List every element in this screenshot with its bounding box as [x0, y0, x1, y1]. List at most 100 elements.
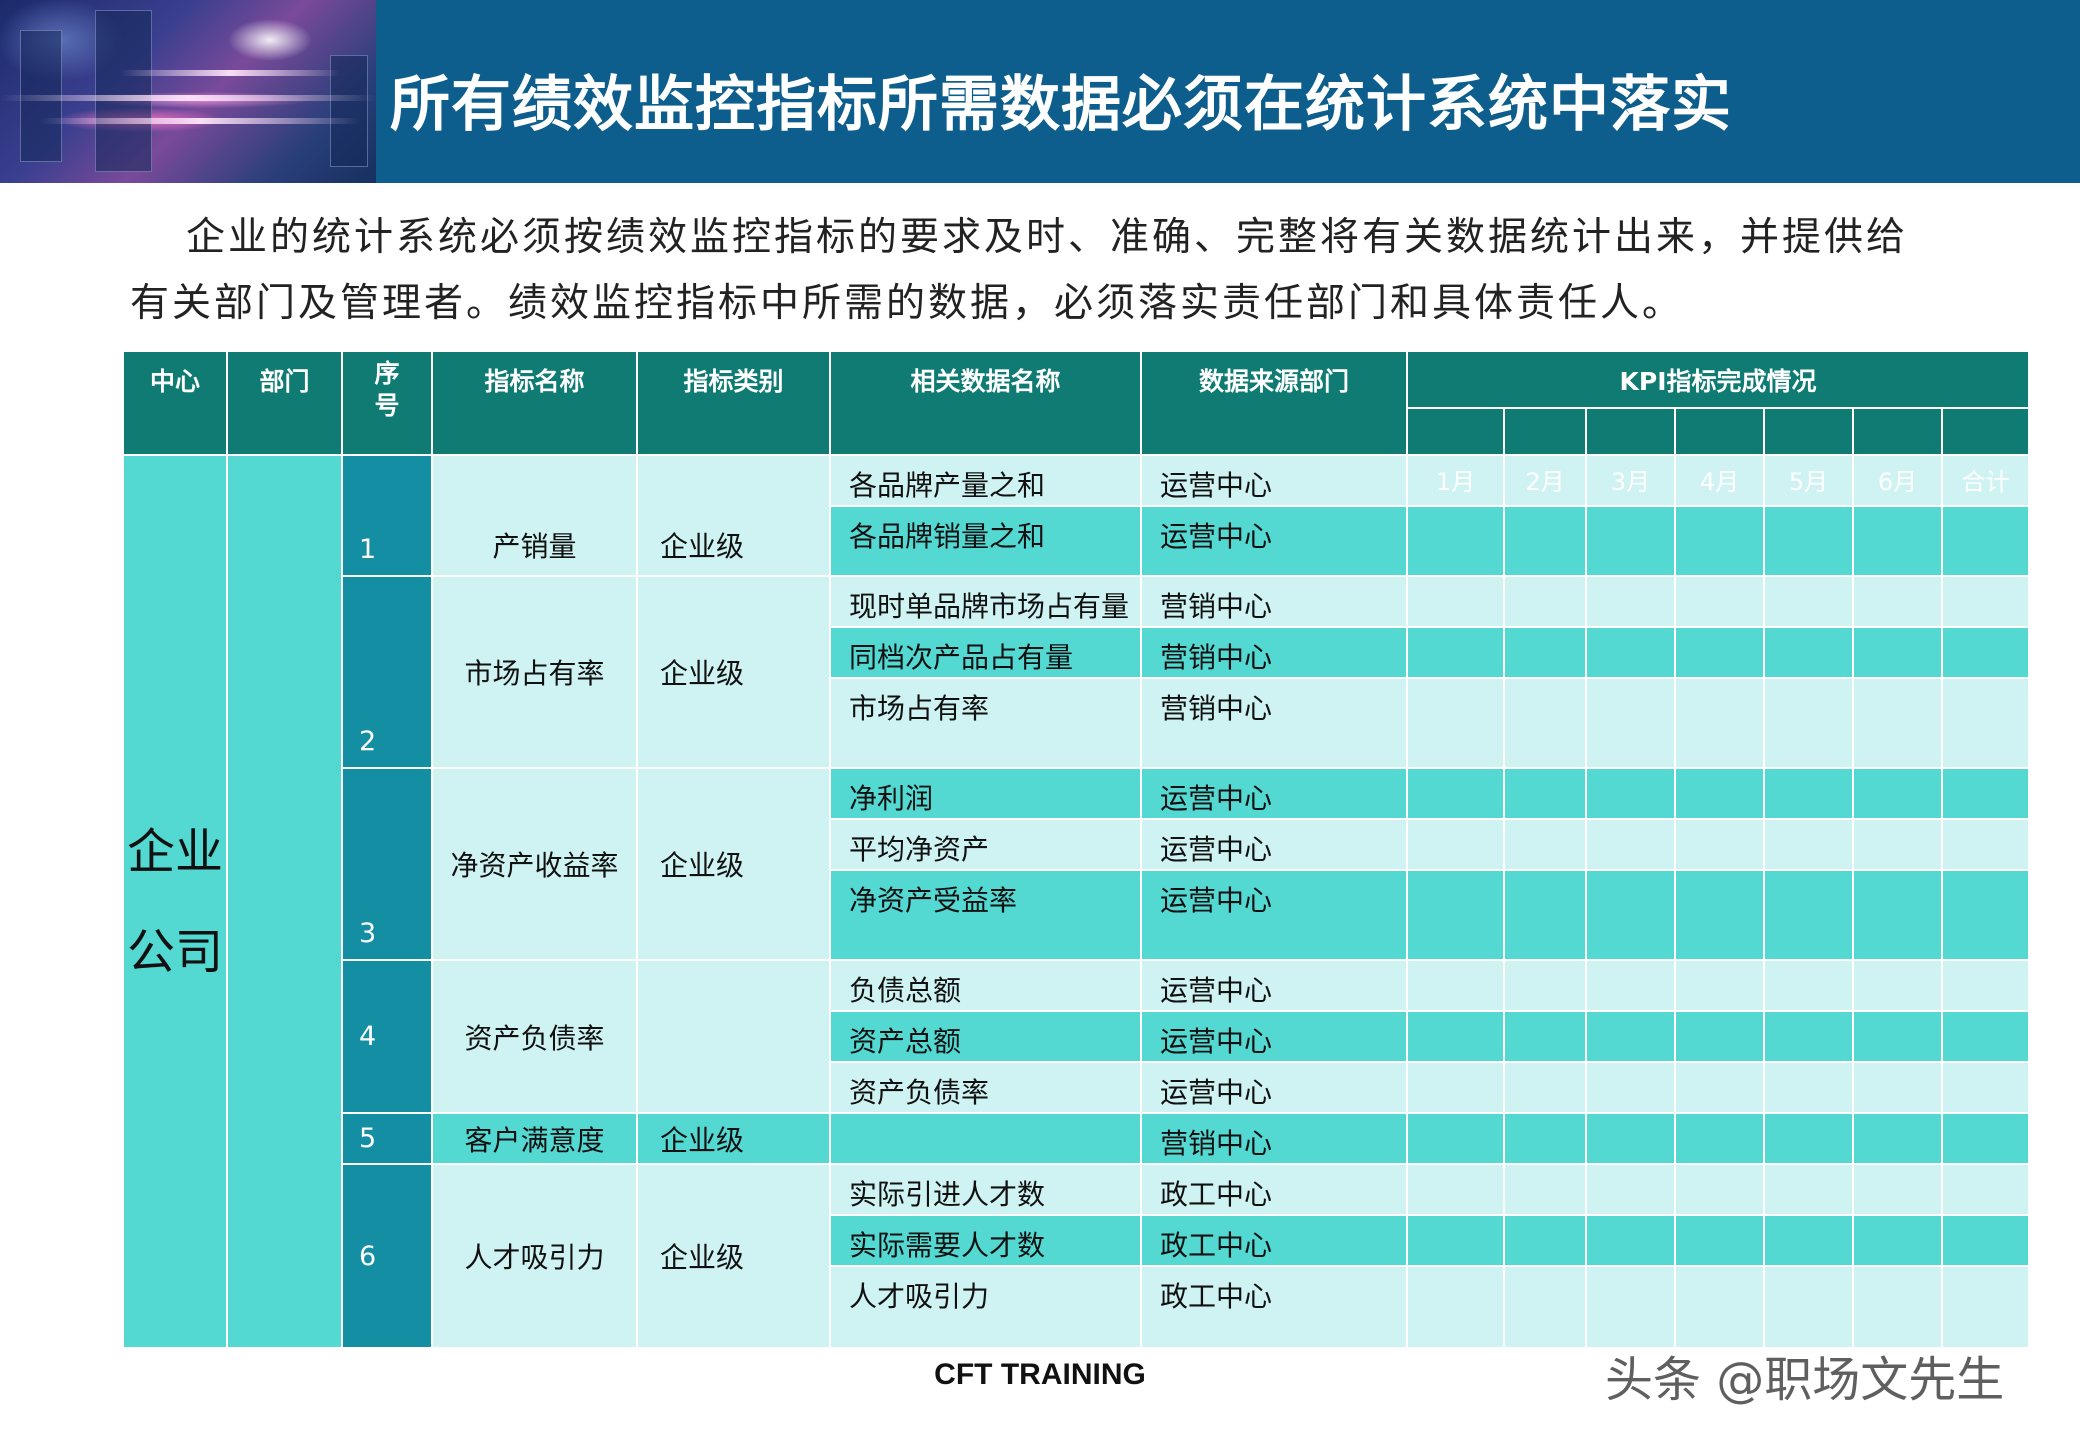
source-cell: 运营中心: [1140, 818, 1408, 871]
watermark: 头条 @职场文先生: [1605, 1352, 2005, 1408]
month-cell: [1763, 1214, 1854, 1267]
month-cell: [1763, 1265, 1854, 1349]
month-cell: [1674, 677, 1765, 769]
month-label: 4月: [1674, 454, 1765, 507]
month-cell: [1763, 959, 1854, 1012]
month-cell: [1406, 767, 1505, 820]
month-cell: [1852, 1265, 1943, 1349]
indicator-name: 人才吸引力: [431, 1163, 638, 1349]
month-cell: [1674, 767, 1765, 820]
month-cell: [1406, 505, 1505, 577]
month-cell: [1503, 1265, 1587, 1349]
seq-cell: 6: [341, 1163, 433, 1349]
month-label: 5月: [1763, 454, 1854, 507]
header-month-cell: [1763, 406, 1854, 457]
month-cell: [1852, 505, 1943, 577]
month-cell: [1406, 1010, 1505, 1063]
title-banner: [376, 0, 2080, 183]
data-name-cell: 负债总额: [829, 959, 1142, 1012]
month-cell: [1585, 1214, 1676, 1267]
month-cell: [1941, 818, 2030, 871]
month-cell: [1503, 505, 1587, 577]
month-cell: [1406, 1214, 1505, 1267]
header-month-cell: [1406, 406, 1505, 457]
month-cell: [1503, 1010, 1587, 1063]
month-cell: [1941, 677, 2030, 769]
month-cell: [1763, 818, 1854, 871]
indicator-type: 企业级: [636, 1112, 831, 1165]
month-cell: [1852, 1061, 1943, 1114]
month-label: 1月: [1406, 454, 1505, 507]
seq-cell: 2: [341, 575, 433, 769]
month-label: 2月: [1503, 454, 1587, 507]
month-cell: [1674, 1214, 1765, 1267]
header-dept: 部门: [226, 350, 343, 456]
month-cell: [1674, 575, 1765, 628]
month-cell: [1941, 1214, 2030, 1267]
month-cell: [1763, 626, 1854, 679]
source-cell: 营销中心: [1140, 1112, 1408, 1165]
month-cell: [1503, 959, 1587, 1012]
month-cell: [1763, 1163, 1854, 1216]
month-cell: [1674, 869, 1765, 961]
source-cell: 政工中心: [1140, 1265, 1408, 1349]
month-cell: [1503, 626, 1587, 679]
month-cell: [1674, 1112, 1765, 1165]
header-month-cell: [1852, 406, 1943, 457]
month-cell: [1852, 1112, 1943, 1165]
month-cell: [1763, 1010, 1854, 1063]
indicator-type: 企业级: [636, 575, 831, 769]
seq-cell: 5: [341, 1112, 433, 1165]
month-cell: [1406, 626, 1505, 679]
data-name-cell: 现时单品牌市场占有量: [829, 575, 1142, 628]
data-name-cell: 同档次产品占有量: [829, 626, 1142, 679]
month-cell: [1852, 959, 1943, 1012]
month-cell: [1763, 677, 1854, 769]
month-cell: [1585, 767, 1676, 820]
month-cell: [1852, 1010, 1943, 1063]
month-cell: [1585, 677, 1676, 769]
month-cell: [1585, 1265, 1676, 1349]
month-cell: [1763, 505, 1854, 577]
source-cell: 运营中心: [1140, 454, 1408, 507]
source-cell: 运营中心: [1140, 1061, 1408, 1114]
month-cell: [1674, 959, 1765, 1012]
header-source-dept: 数据来源部门: [1140, 350, 1408, 456]
data-name-cell: 市场占有率: [829, 677, 1142, 769]
month-cell: [1763, 575, 1854, 628]
month-cell: [1941, 959, 2030, 1012]
month-cell: [1503, 1163, 1587, 1216]
month-cell: [1406, 677, 1505, 769]
month-cell: [1763, 869, 1854, 961]
month-cell: [1852, 767, 1943, 820]
month-cell: [1406, 1163, 1505, 1216]
data-name-cell: 净利润: [829, 767, 1142, 820]
indicator-name: 净资产收益率: [431, 767, 638, 961]
page-title: 所有绩效监控指标所需数据必须在统计系统中落实: [390, 70, 1732, 140]
kpi-table: 中心 部门 序 号 指标名称 指标类别 相关数据名称 数据来源部门 KPI指标完…: [122, 350, 2030, 1349]
data-name-cell: 各品牌产量之和: [829, 454, 1142, 507]
data-name-cell: 实际需要人才数: [829, 1214, 1142, 1267]
month-cell: [1674, 505, 1765, 577]
month-cell: [1941, 1265, 2030, 1349]
header-kpi: KPI指标完成情况: [1406, 350, 2030, 409]
month-cell: [1941, 626, 2030, 679]
month-cell: [1674, 1061, 1765, 1114]
month-cell: [1406, 575, 1505, 628]
month-cell: [1406, 1061, 1505, 1114]
month-cell: [1503, 677, 1587, 769]
indicator-name: 资产负债率: [431, 959, 638, 1114]
source-cell: 运营中心: [1140, 767, 1408, 820]
seq-cell: 3: [341, 767, 433, 961]
month-cell: [1585, 575, 1676, 628]
month-cell: [1585, 959, 1676, 1012]
month-cell: [1406, 818, 1505, 871]
intro-line-1: 企业的统计系统必须按绩效监控指标的要求及时、准确、完整将有关数据统计出来，并提供…: [186, 215, 1909, 260]
header-month-cell: [1503, 406, 1587, 457]
month-cell: [1852, 1214, 1943, 1267]
month-cell: [1941, 1112, 2030, 1165]
header-data-name: 相关数据名称: [829, 350, 1142, 456]
month-cell: [1585, 818, 1676, 871]
indicator-type: 企业级: [636, 454, 831, 577]
data-name-cell: 净资产受益率: [829, 869, 1142, 961]
